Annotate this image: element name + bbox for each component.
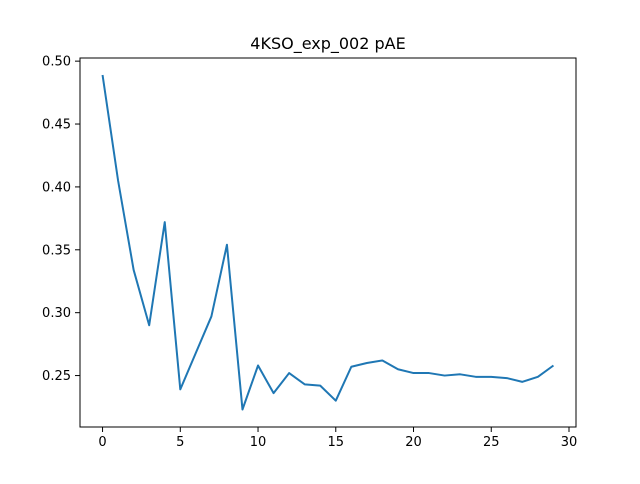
data-point bbox=[164, 221, 166, 223]
y-tick-label: 0.40 bbox=[42, 180, 71, 195]
plot-area: 0 5 10 15 20 25 30 0.25 0.30 0.35 0.40 0.45 0.50 bbox=[42, 55, 577, 450]
data-point bbox=[241, 409, 243, 411]
data-point bbox=[179, 388, 181, 390]
data-point bbox=[210, 315, 212, 317]
data-point bbox=[397, 368, 399, 370]
data-point bbox=[459, 373, 461, 375]
x-tick-label: 30 bbox=[561, 435, 578, 450]
data-point bbox=[475, 376, 477, 378]
data-point bbox=[335, 400, 337, 402]
y-tick-label: 0.45 bbox=[42, 118, 71, 133]
data-point bbox=[366, 362, 368, 364]
data-point bbox=[521, 381, 523, 383]
series-line-0 bbox=[101, 74, 555, 411]
data-point bbox=[319, 385, 321, 387]
data-point bbox=[102, 74, 104, 76]
x-tick-label: 25 bbox=[483, 435, 500, 450]
data-point bbox=[552, 365, 554, 367]
data-point bbox=[257, 365, 259, 367]
data-point bbox=[148, 324, 150, 326]
data-point bbox=[117, 180, 119, 182]
data-point bbox=[381, 359, 383, 361]
data-point bbox=[428, 372, 430, 374]
y-tick-label: 0.50 bbox=[42, 55, 71, 70]
data-point bbox=[444, 375, 446, 377]
chart-title: 4KSO_exp_002 pAE bbox=[250, 34, 405, 54]
y-tick-label: 0.35 bbox=[42, 243, 71, 258]
data-point bbox=[537, 376, 539, 378]
data-point bbox=[273, 392, 275, 394]
x-tick-label: 0 bbox=[98, 435, 106, 450]
y-tick-label: 0.30 bbox=[42, 306, 71, 321]
data-point bbox=[304, 383, 306, 385]
data-point bbox=[226, 244, 228, 246]
axes-frame bbox=[79, 57, 577, 428]
data-point bbox=[288, 372, 290, 374]
data-point bbox=[133, 269, 135, 271]
data-point bbox=[506, 377, 508, 379]
x-tick-label: 10 bbox=[250, 435, 267, 450]
data-point bbox=[413, 372, 415, 374]
x-tick-label: 5 bbox=[176, 435, 184, 450]
data-point bbox=[195, 352, 197, 354]
data-point bbox=[490, 376, 492, 378]
x-tick-label: 15 bbox=[328, 435, 345, 450]
y-tick-label: 0.25 bbox=[42, 369, 71, 384]
x-tick-label: 20 bbox=[405, 435, 422, 450]
data-point bbox=[350, 366, 352, 368]
